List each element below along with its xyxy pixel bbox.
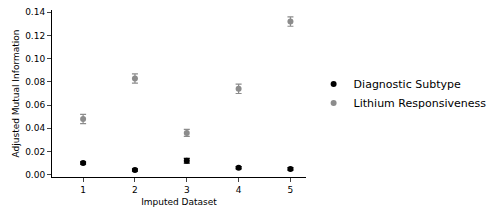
svg-text:4: 4 (236, 185, 242, 195)
svg-text:0.14: 0.14 (25, 7, 45, 17)
svg-text:0.04: 0.04 (25, 123, 45, 133)
svg-text:Diagnostic Subtype: Diagnostic Subtype (354, 78, 461, 91)
svg-text:0.08: 0.08 (25, 77, 45, 87)
svg-text:0.00: 0.00 (25, 170, 45, 180)
svg-text:0.06: 0.06 (25, 100, 45, 110)
svg-text:Lithium Responsiveness: Lithium Responsiveness (354, 97, 487, 110)
svg-text:0.10: 0.10 (25, 54, 45, 64)
svg-text:1: 1 (80, 185, 86, 195)
svg-text:Imputed Dataset: Imputed Dataset (141, 197, 217, 207)
svg-text:5: 5 (288, 185, 294, 195)
svg-text:0.12: 0.12 (25, 31, 45, 41)
svg-text:Adjusted Mutual Information: Adjusted Mutual Information (11, 30, 21, 158)
svg-text:3: 3 (184, 185, 190, 195)
svg-text:0.02: 0.02 (25, 147, 45, 157)
svg-text:2: 2 (132, 185, 138, 195)
